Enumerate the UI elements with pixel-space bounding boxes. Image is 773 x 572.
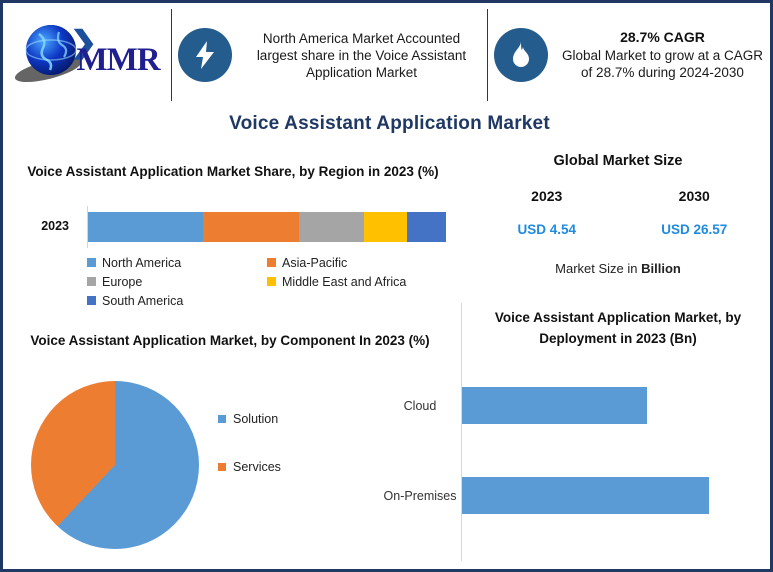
component-chart-legend: Solution Services: [218, 411, 338, 507]
pie-legend-label: Solution: [233, 412, 279, 426]
page-title: Voice Assistant Application Market: [229, 113, 550, 134]
deployment-row: Cloud: [383, 387, 773, 424]
legend-swatch-icon: [267, 277, 276, 286]
component-chart-title: Voice Assistant Application Market, by C…: [30, 333, 430, 348]
deployment-bar-wrap: [457, 477, 773, 514]
header-bar: ❯ MMR North America Market Accounted lar…: [6, 6, 773, 104]
global-market-size-years: 2023 2030: [473, 188, 768, 204]
pie-legend-swatch-icon: [218, 463, 226, 471]
legend-item: North America: [87, 253, 267, 272]
deployment-bar-chart: Cloud On-Premises: [383, 363, 773, 563]
region-segment: [363, 212, 407, 242]
legend-swatch-icon: [87, 258, 96, 267]
pie-legend-item: Solution: [218, 411, 338, 427]
legend-swatch-icon: [267, 258, 276, 267]
pie-legend-swatch-icon: [218, 415, 226, 423]
header-stat-text-2: 28.7% CAGR Global Market to grow at a CA…: [558, 29, 767, 81]
region-segment: [202, 212, 300, 242]
legend-swatch-icon: [87, 277, 96, 286]
legend-swatch-icon: [87, 296, 96, 305]
pie-legend-item: Services: [218, 459, 338, 475]
legend-label: South America: [102, 293, 184, 308]
header-stat-text-1: North America Market Accounted largest s…: [256, 30, 467, 80]
deployment-category-label: Cloud: [403, 398, 437, 413]
legend-label: North America: [102, 255, 182, 270]
deployment-axis-line: [461, 363, 462, 560]
legend-label: Middle East and Africa: [282, 274, 407, 289]
market-size-unit-note: Market Size in Billion: [463, 261, 773, 276]
legend-item: Europe: [87, 272, 267, 291]
legend-label: Europe: [102, 274, 143, 289]
deployment-bar: [462, 387, 648, 424]
cagr-value: 28.7% CAGR: [620, 29, 705, 45]
brand-logo: ❯ MMR: [6, 9, 171, 101]
flame-icon: [494, 28, 548, 82]
logo-swish-icon: ❯: [69, 26, 97, 59]
deployment-chart-title: Voice Assistant Application Market, by D…: [494, 310, 742, 346]
region-axis-line: [87, 206, 88, 248]
note-unit: Billion: [641, 261, 681, 276]
region-axis-label: 2023: [41, 219, 69, 233]
region-bar-track: [88, 212, 446, 242]
pie-legend-label: Services: [233, 460, 281, 474]
lightning-bolt-icon: [178, 28, 232, 82]
header-stat-north-america: North America Market Accounted largest s…: [172, 9, 487, 101]
global-market-size-values: USD 4.54 USD 26.57: [473, 222, 768, 237]
legend-item: South America: [87, 291, 267, 310]
region-segment: [299, 212, 364, 242]
legend-item: Asia-Pacific: [267, 253, 447, 272]
note-prefix: Market Size in: [555, 261, 642, 276]
region-segment: [88, 212, 203, 242]
legend-label: Asia-Pacific: [282, 255, 348, 270]
legend-item: Middle East and Africa: [267, 272, 447, 291]
region-chart-title: Voice Assistant Application Market Share…: [27, 164, 439, 179]
header-divider-2: [487, 9, 488, 101]
year-2030-label: 2030: [678, 188, 710, 204]
deployment-bar-wrap: [457, 387, 773, 424]
global-market-size-title: Global Market Size: [553, 153, 683, 169]
value-2023: USD 4.54: [517, 222, 577, 237]
deployment-bar: [462, 477, 709, 514]
year-2023-label: 2023: [531, 188, 563, 204]
deployment-category-label: On-Premises: [383, 488, 457, 503]
region-stacked-bar-chart: 2023: [21, 206, 446, 248]
globe-icon: [14, 25, 81, 82]
value-2030: USD 26.57: [661, 222, 728, 237]
region-chart-legend: North America Asia-Pacific Europe Middle Ea…: [87, 253, 447, 310]
logo-text: MMR: [76, 42, 161, 78]
header-divider-1: [171, 9, 172, 101]
component-pie-chart: [31, 381, 199, 549]
cagr-description: Global Market to grow at a CAGR of 28.7%…: [561, 48, 764, 80]
deployment-row: On-Premises: [383, 477, 773, 514]
header-stat-cagr: 28.7% CAGR Global Market to grow at a CA…: [488, 9, 773, 101]
region-segment: [406, 212, 446, 242]
